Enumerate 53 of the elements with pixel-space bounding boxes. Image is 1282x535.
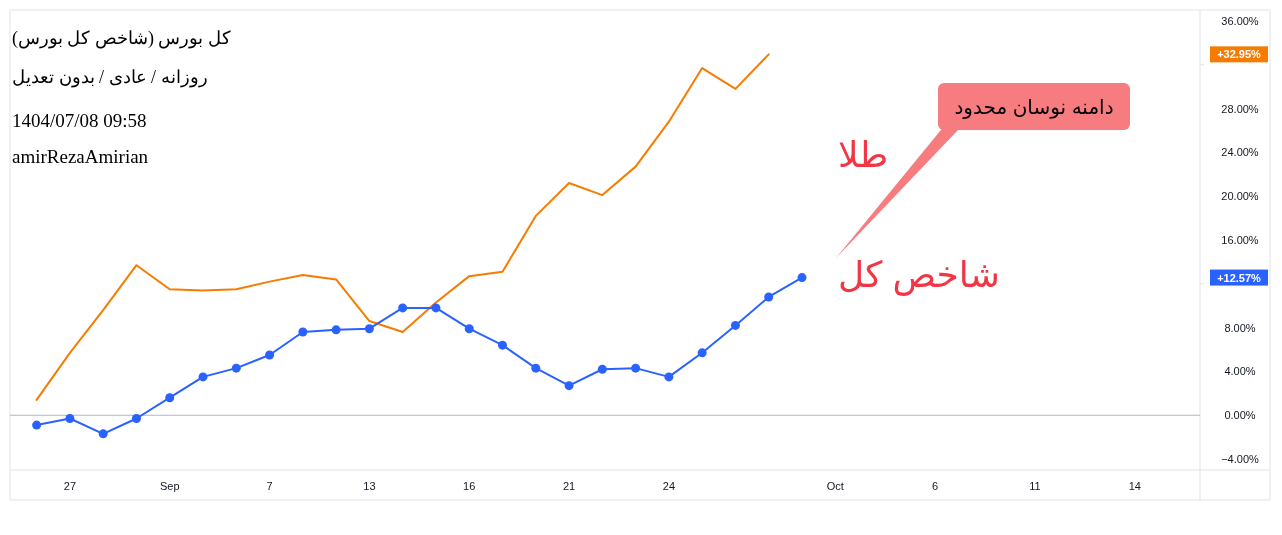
x-tick-label: 16 bbox=[463, 480, 476, 492]
annotation: amirRezaAmirian bbox=[12, 146, 149, 167]
point bbox=[265, 350, 275, 360]
y-tick-label: 36.00% bbox=[1221, 14, 1259, 27]
point bbox=[631, 363, 641, 373]
point bbox=[531, 363, 541, 373]
point bbox=[364, 324, 374, 334]
y-tick-label: 28.00% bbox=[1221, 102, 1259, 115]
point bbox=[198, 372, 208, 382]
annotation: شاخص کل bbox=[838, 254, 1000, 296]
point bbox=[298, 327, 308, 337]
y-tick-label: 20.00% bbox=[1221, 190, 1259, 203]
point bbox=[464, 324, 474, 334]
y-tick-label: 0.00% bbox=[1224, 409, 1256, 422]
point bbox=[431, 303, 441, 313]
point bbox=[664, 372, 674, 382]
x-tick-label: 27 bbox=[63, 480, 77, 492]
x-tick-label: 21 bbox=[562, 480, 576, 492]
x-tick-label: 11 bbox=[1029, 480, 1041, 492]
y-tick-label: 24.00% bbox=[1221, 146, 1259, 159]
point bbox=[131, 414, 141, 424]
point bbox=[797, 273, 807, 283]
x-tick-label: Sep bbox=[159, 480, 180, 492]
x-tick-label: 24 bbox=[662, 480, 676, 492]
text: کل بورس (شاخص کل بورس) bbox=[12, 28, 231, 49]
annotation: دامنه نوسان محدود bbox=[954, 96, 1114, 119]
point bbox=[32, 420, 42, 430]
text: +32.95% bbox=[1217, 48, 1262, 61]
point bbox=[331, 325, 341, 335]
x-tick-label: 14 bbox=[1128, 480, 1141, 492]
text: روزانه / عادی / بدون تعدیل bbox=[12, 67, 208, 88]
point bbox=[98, 429, 108, 439]
annotation: 1404/07/08 09:58 bbox=[12, 110, 147, 131]
point bbox=[597, 364, 607, 374]
point bbox=[65, 414, 75, 424]
point bbox=[231, 363, 241, 373]
y-tick-label: 16.00% bbox=[1221, 234, 1259, 246]
text: +12.57% bbox=[1217, 271, 1262, 284]
x-tick-label: Oct bbox=[826, 480, 844, 492]
annotation: طلا bbox=[838, 134, 889, 175]
point bbox=[165, 393, 175, 403]
x-tick-label: 6 bbox=[932, 480, 939, 492]
x-tick-label: 7 bbox=[266, 480, 273, 492]
point bbox=[398, 303, 408, 313]
y-tick-label: 4.00% bbox=[1224, 365, 1256, 378]
point bbox=[697, 348, 707, 358]
y-tick-label: 8.00% bbox=[1224, 321, 1256, 334]
point bbox=[764, 292, 774, 302]
x-tick-label: 13 bbox=[363, 480, 376, 492]
point bbox=[564, 381, 574, 391]
point bbox=[730, 320, 740, 330]
y-tick-label: −4.00% bbox=[1221, 453, 1260, 466]
point bbox=[498, 340, 508, 350]
